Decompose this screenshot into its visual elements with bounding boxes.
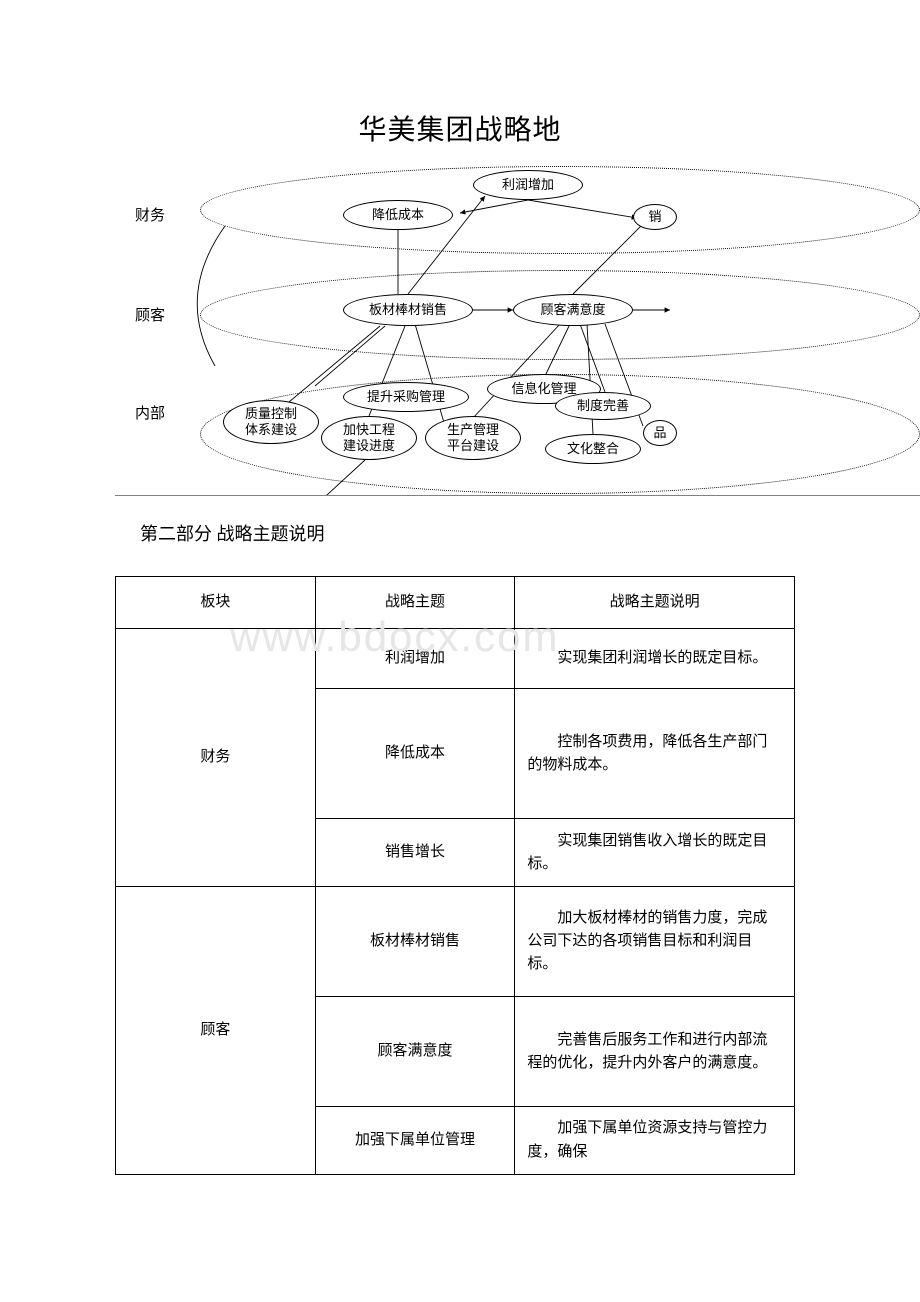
- table-topic-cell: 顾客满意度: [315, 997, 515, 1107]
- table-topic-cell: 加强下属单位管理: [315, 1107, 515, 1175]
- strategy-node-purchase: 提升采购管理: [343, 382, 469, 412]
- strategy-node-culture: 文化整合: [545, 434, 641, 464]
- strategy-map-diagram: 财务顾客内部利润增加降低成本销板材棒材销售顾客满意度信息化管理提升采购管理制度完…: [115, 166, 920, 496]
- strategy-node-system: 制度完善: [555, 392, 651, 420]
- strategy-node-cost: 降低成本: [343, 200, 453, 230]
- table-topic-cell: 板材棒材销售: [315, 887, 515, 997]
- table-desc-cell: 完善售后服务工作和进行内部流程的优化，提升内外客户的满意度。: [515, 997, 795, 1107]
- section-title: 第二部分 战略主题说明: [140, 520, 920, 546]
- perspective-label: 顾客: [135, 304, 165, 325]
- table-desc-cell: 控制各项费用，降低各生产部门的物料成本。: [515, 689, 795, 819]
- strategy-node-satisfy: 顾客满意度: [513, 294, 633, 326]
- table-topic-cell: 销售增长: [315, 819, 515, 887]
- strategy-node-board: 板材棒材销售: [343, 294, 473, 326]
- watermark: www.bdocx.com: [230, 613, 559, 661]
- strategy-table: 板块 战略主题 战略主题说明 财务利润增加实现集团利润增长的既定目标。降低成本控…: [115, 576, 795, 1175]
- table-group-cell: 顾客: [116, 887, 316, 1175]
- table-desc-cell: 实现集团销售收入增长的既定目标。: [515, 819, 795, 887]
- table-row: 顾客板材棒材销售加大板材棒材的销售力度，完成公司下达的各项销售目标和利润目标。: [116, 887, 795, 997]
- strategy-node-prod: 生产管理 平台建设: [425, 416, 521, 460]
- table-desc-cell: 加大板材棒材的销售力度，完成公司下达的各项销售目标和利润目标。: [515, 887, 795, 997]
- strategy-node-sales: 销: [633, 204, 677, 230]
- table-desc-cell: 加强下属单位资源支持与管控力度，确保: [515, 1107, 795, 1175]
- strategy-node-quality: 质量控制 体系建设: [223, 400, 319, 444]
- strategy-node-eng: 加快工程 建设进度: [321, 416, 417, 460]
- perspective-label: 财务: [135, 204, 165, 225]
- page-title: 华美集团战略地: [0, 0, 920, 166]
- perspective-label: 内部: [135, 402, 165, 423]
- strategy-node-brand: 品: [643, 420, 677, 446]
- table-group-cell: 财务: [116, 629, 316, 887]
- strategy-node-profit: 利润增加: [473, 170, 583, 200]
- table-topic-cell: 降低成本: [315, 689, 515, 819]
